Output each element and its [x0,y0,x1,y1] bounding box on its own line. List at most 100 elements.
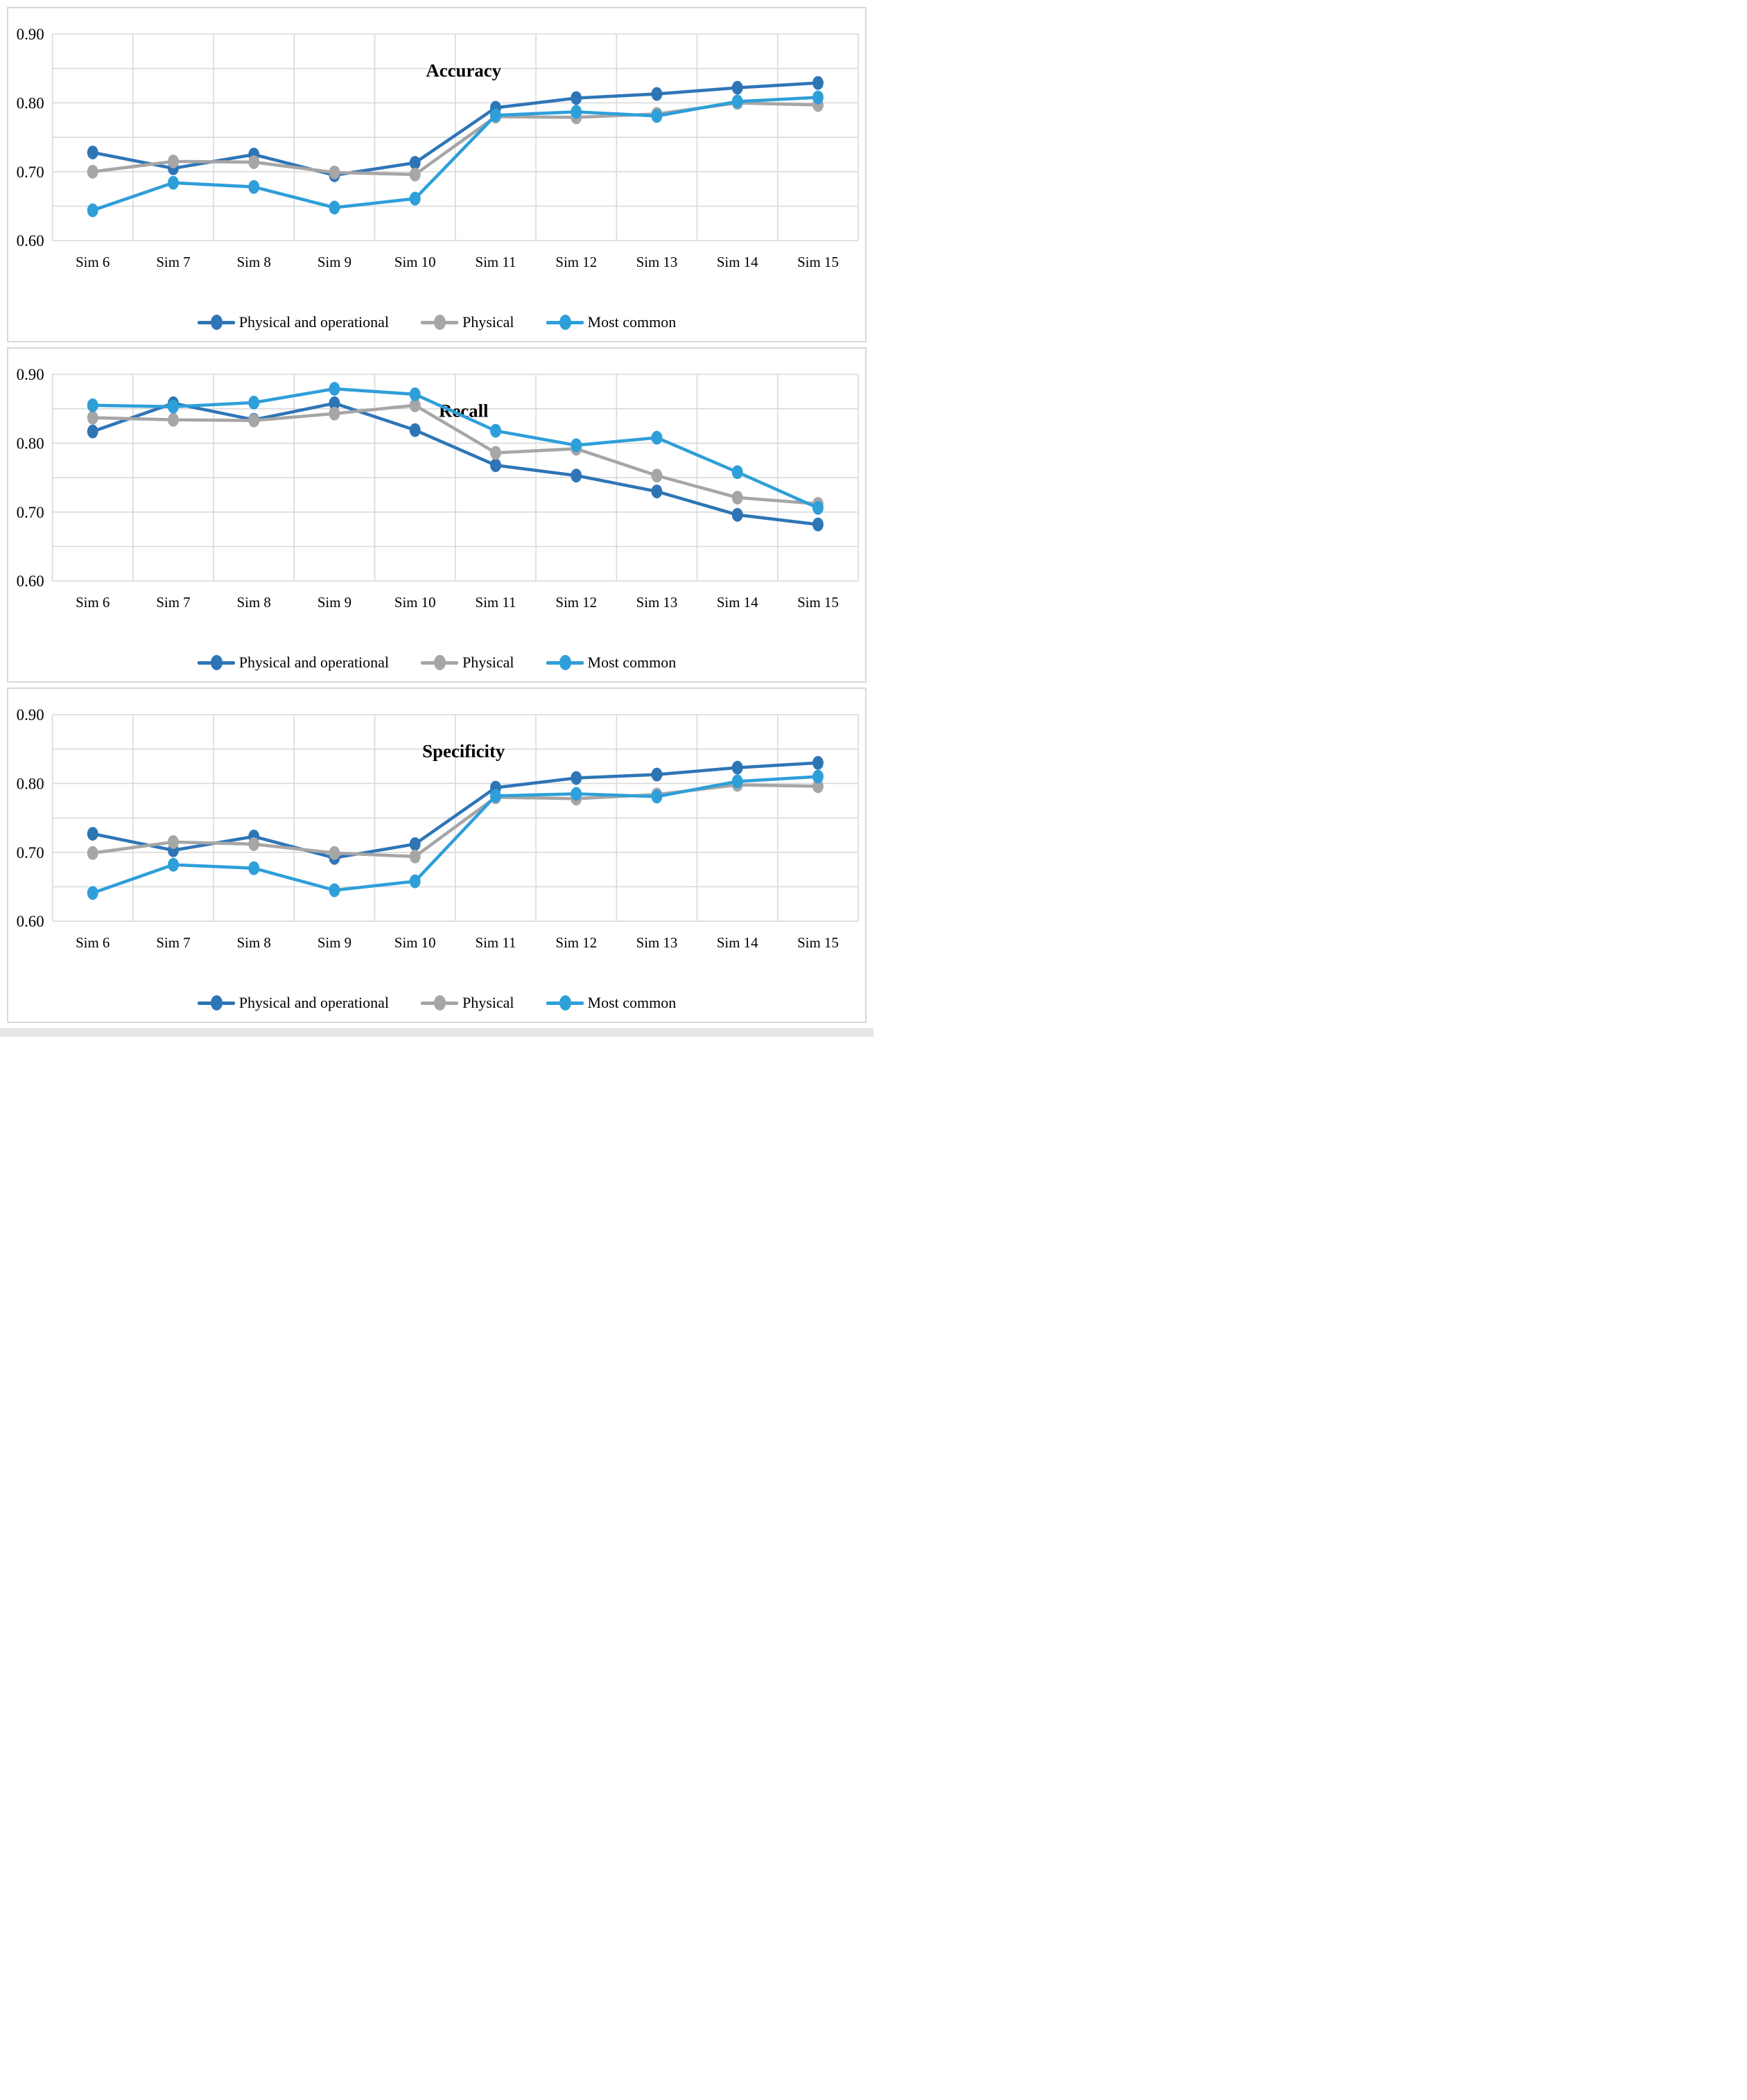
data-point-physical-and-operational [812,76,824,90]
x-tick-label: Sim 10 [394,254,436,270]
data-point-most-common [490,423,501,438]
chart-title: Specificity [422,741,505,762]
data-point-most-common [409,191,421,206]
data-point-physical-and-operational [409,155,421,170]
legend-accuracy: Physical and operational Physical Most c… [8,315,865,330]
y-tick-label: 0.60 [17,232,44,250]
data-point-most-common [731,94,743,109]
data-point-most-common [409,387,421,401]
data-point-physical-and-operational [490,458,501,473]
x-tick-label: Sim 15 [797,254,839,270]
legend-label: Most common [587,313,677,331]
data-point-physical [812,779,824,794]
data-point-physical-and-operational [731,760,743,775]
legend-label: Physical [462,654,514,671]
data-point-physical-and-operational [651,484,663,498]
data-point-most-common [812,769,824,784]
x-tick-label: Sim 7 [156,934,190,951]
data-point-most-common [490,108,501,123]
legend-label: Physical and operational [238,313,389,331]
y-tick-label: 0.80 [17,94,44,112]
data-point-most-common [651,109,663,123]
data-point-physical [409,167,421,182]
x-tick-label: Sim 8 [237,254,271,270]
data-point-most-common [490,789,501,803]
data-point-most-common [248,395,260,410]
x-tick-label: Sim 6 [76,594,110,611]
y-axis: 0.90 0.80 0.70 0.60 [17,706,44,930]
data-point-physical [87,410,98,425]
legend-label: Physical and operational [238,994,389,1011]
page-bottom-strip [0,1028,874,1037]
data-point-most-common [329,883,340,898]
data-point-most-common [651,789,663,804]
data-point-physical [409,849,421,864]
legend-item-physical: Physical [420,654,514,671]
legend-item-physical-and-operational: Physical and operational [197,313,389,331]
chart-panel-accuracy: 0.90 0.80 0.70 0.60 Sim 6 Sim 7 Sim 8 Sim 9 Sim … [7,7,867,342]
series-physical [87,398,824,511]
data-point-physical-and-operational [409,837,421,851]
y-tick-label: 0.70 [17,164,44,181]
data-point-most-common [168,399,179,414]
data-point-physical [651,469,663,483]
data-point-most-common [168,175,179,190]
data-point-physical [731,491,743,505]
data-point-physical-and-operational [651,87,663,101]
line-dot-marker-icon [546,315,584,330]
data-point-physical-and-operational [812,755,824,770]
legend-item-physical-and-operational: Physical and operational [197,994,389,1011]
data-point-most-common [87,398,98,412]
x-tick-label: Sim 9 [318,934,351,951]
gridlines [51,33,859,241]
series-most-common [87,769,824,900]
x-tick-label: Sim 9 [318,594,351,611]
gridlines [51,714,859,922]
data-point-most-common [248,861,260,875]
y-tick-label: 0.90 [17,26,44,43]
data-point-physical [490,446,501,460]
x-tick-label: Sim 6 [76,254,110,270]
data-point-most-common [571,787,582,801]
data-point-physical-and-operational [409,423,421,437]
x-tick-label: Sim 7 [156,254,190,270]
x-axis: Sim 6 Sim 7 Sim 8 Sim 9 Sim 10 Sim 11 Sim 12 Si… [76,594,839,611]
data-point-most-common [731,465,743,480]
series-most-common [87,90,824,218]
y-tick-label: 0.60 [17,913,44,930]
data-point-physical-and-operational [87,827,98,841]
series-line-most-common [92,96,819,212]
data-point-physical [329,406,340,421]
y-tick-label: 0.60 [17,572,44,590]
data-point-physical-and-operational [812,517,824,532]
data-point-physical-and-operational [731,507,743,522]
x-tick-label: Sim 15 [797,934,839,951]
x-tick-label: Sim 12 [555,594,597,611]
x-axis: Sim 6 Sim 7 Sim 8 Sim 9 Sim 10 Sim 11 Sim 12 Si… [76,934,839,951]
x-tick-label: Sim 8 [237,594,271,611]
line-dot-marker-icon [197,655,235,670]
legend-item-physical: Physical [420,315,514,330]
x-tick-label: Sim 13 [636,254,678,270]
legend-specificity: Physical and operational Physical Most c… [8,995,865,1010]
data-point-most-common [329,382,340,396]
legend-item-physical-and-operational: Physical and operational [197,655,389,670]
legend-item-most-common: Most common [546,995,676,1010]
y-tick-label: 0.80 [17,435,44,452]
line-dot-marker-icon [420,995,458,1010]
data-point-most-common [409,874,421,889]
data-point-physical-and-operational [571,91,582,105]
data-point-physical-and-operational [571,469,582,483]
gridlines [51,374,859,581]
data-point-physical [329,846,340,860]
data-point-physical [168,412,179,427]
x-tick-label: Sim 13 [636,594,678,611]
legend-label: Most common [587,654,677,671]
x-tick-label: Sim 8 [237,934,271,951]
x-tick-label: Sim 7 [156,594,190,611]
line-dot-marker-icon [546,995,584,1010]
x-tick-label: Sim 10 [394,594,436,611]
data-point-physical [87,846,98,860]
data-point-physical-and-operational [651,767,663,782]
